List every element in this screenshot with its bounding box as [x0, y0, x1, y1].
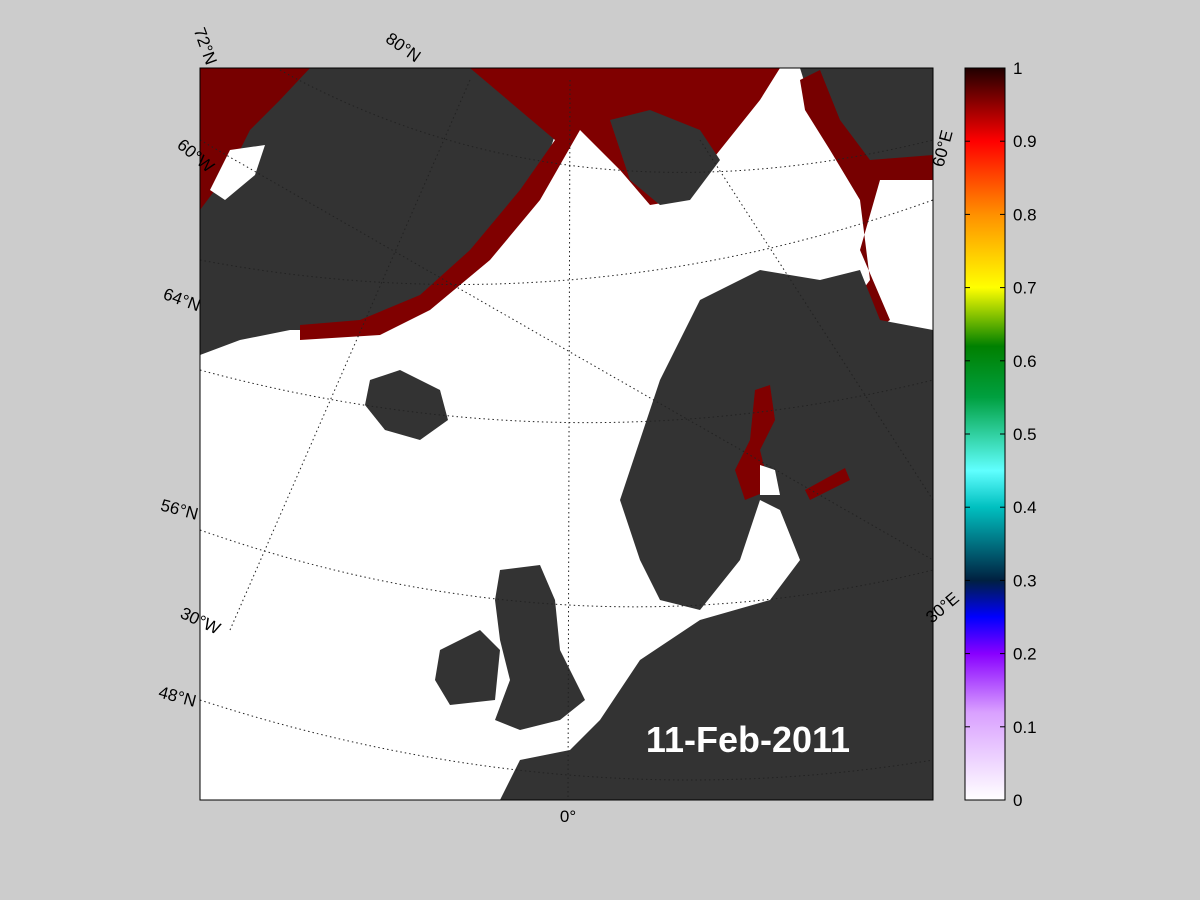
colorbar-tick-label: 1: [1013, 59, 1022, 78]
land: [800, 68, 933, 170]
lon-label: 0°: [560, 807, 576, 826]
graticule: [229, 79, 471, 631]
ocean: [210, 145, 265, 200]
colorbar-tick-label: 0.8: [1013, 205, 1037, 224]
land: [200, 68, 560, 355]
colorbar-tick-label: 0.6: [1013, 352, 1037, 371]
date-label: 11-Feb-2011: [646, 719, 850, 760]
graticule: [567, 79, 571, 800]
land: [610, 110, 720, 205]
colorbar-tick-label: 0.7: [1013, 279, 1037, 298]
graticule: [200, 139, 933, 561]
ocean: [760, 465, 780, 495]
map-frame: [199, 67, 934, 801]
colorbar: [964, 67, 1006, 801]
colorbar-tick-label: 0.2: [1013, 645, 1037, 664]
map: [200, 68, 933, 800]
sea-ice: [200, 68, 310, 210]
sea-ice: [805, 468, 850, 500]
land: [435, 630, 500, 705]
sea-ice: [800, 70, 933, 340]
colorbar-tick-label: 0.5: [1013, 425, 1037, 444]
land: [495, 565, 585, 730]
graticule: [279, 69, 933, 173]
colorbar-tick-label: 0: [1013, 791, 1022, 810]
land: [365, 370, 448, 440]
colorbar-tick-label: 0.3: [1013, 571, 1037, 590]
graticule: [200, 369, 933, 424]
colorbar-tick-label: 0.4: [1013, 498, 1037, 517]
colorbar-tick-label: 0.9: [1013, 132, 1037, 151]
colorbar-tick-label: 0.1: [1013, 718, 1037, 737]
graticule: [200, 199, 933, 285]
